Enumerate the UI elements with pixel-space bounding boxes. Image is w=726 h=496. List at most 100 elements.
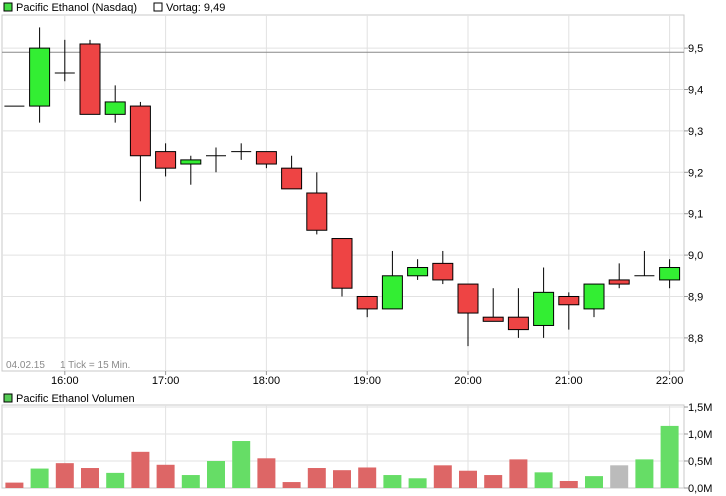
prev-close-legend-label: Vortag: 9,49 (166, 2, 225, 14)
candle-body (180, 159, 202, 165)
volume-bar (181, 475, 200, 488)
time-tick-label: 17:00 (152, 375, 180, 387)
candle (231, 143, 252, 160)
volume-bar (282, 482, 301, 488)
candle (281, 155, 303, 190)
volume-bar (358, 467, 377, 488)
candle-body (306, 192, 328, 231)
candles (4, 27, 681, 347)
price-tick-label: 9,4 (688, 85, 703, 97)
time-x-axis: 16:00 17:00 18:00 19:00 20:00 21:00 22:00 (51, 371, 683, 387)
candle (129, 101, 151, 202)
candle-body (432, 262, 454, 281)
volume-bar (484, 475, 503, 488)
candle-body (608, 279, 630, 285)
candle (29, 27, 51, 123)
volume-bar (81, 468, 99, 488)
price-grid (2, 15, 684, 371)
price-tick-label: 9,5 (688, 43, 703, 55)
volume-bar (534, 472, 553, 488)
volume-bar (559, 480, 578, 488)
candle (331, 238, 353, 297)
candle (356, 295, 378, 318)
candle (659, 259, 681, 289)
volume-bar (257, 458, 276, 488)
price-legend: Pacific Ethanol (Nasdaq) Vortag: 9,49 (3, 2, 225, 14)
candle-body (129, 105, 151, 157)
volume-bar (131, 451, 150, 488)
candle (381, 250, 403, 310)
candle-body (407, 267, 429, 277)
candle-body (558, 295, 580, 306)
candle (457, 283, 479, 347)
volume-bars (5, 425, 679, 488)
candle (180, 155, 202, 185)
candle (206, 147, 226, 173)
candle (507, 288, 529, 338)
candle-body (659, 267, 681, 281)
price-tick-label: 9,0 (688, 250, 703, 262)
volume-bar (106, 472, 125, 488)
price-tick-label: 8,8 (688, 333, 703, 345)
candle (79, 39, 101, 115)
candle-body (155, 151, 177, 169)
candle-body (583, 283, 605, 310)
volume-bar (55, 463, 74, 488)
candle (558, 292, 580, 330)
candle (155, 143, 177, 177)
volume-tick-label: 1,0M (688, 429, 712, 441)
candle-body (457, 283, 479, 314)
time-tick-label: 22:00 (656, 375, 684, 387)
volume-legend-swatch (3, 393, 13, 403)
volume-y-axis: 1,5M 1,0M 0,5M 0,0M (684, 402, 712, 495)
time-tick-label: 21:00 (555, 375, 583, 387)
volume-legend-label: Pacific Ethanol Volumen (16, 393, 135, 405)
volume-bar (459, 470, 477, 488)
volume-bar (433, 465, 452, 488)
volume-bar (30, 468, 49, 488)
candle-body (255, 151, 277, 165)
price-tick-label: 8,9 (688, 291, 703, 303)
time-tick-label: 20:00 (454, 375, 482, 387)
candle (104, 85, 126, 123)
candle (306, 172, 328, 235)
candle-body (381, 275, 403, 310)
volume-bar (635, 459, 654, 488)
volume-bar (333, 470, 351, 488)
candle-body (356, 295, 378, 310)
price-y-axis: 9,5 9,4 9,3 9,2 9,1 9,0 8,9 8,8 (684, 43, 703, 345)
volume-bar (660, 425, 679, 488)
candle-body (507, 316, 529, 331)
volume-bar (156, 464, 175, 488)
volume-tick-label: 0,0M (688, 483, 712, 495)
candle (482, 288, 504, 322)
candle-body (104, 101, 126, 115)
tick-info: 1 Tick = 15 Min. (60, 360, 130, 371)
volume-bar (307, 468, 326, 488)
candle (432, 250, 454, 285)
price-plot-frame (1, 14, 685, 372)
candle-body (482, 316, 504, 322)
volume-legend: Pacific Ethanol Volumen (3, 393, 135, 405)
volume-bar (383, 475, 402, 488)
candle (54, 39, 75, 82)
time-tick-label: 16:00 (51, 375, 79, 387)
volume-bar (207, 461, 225, 488)
prev-close-legend-swatch (153, 2, 163, 12)
candle-body (281, 167, 303, 190)
time-tick-label: 19:00 (353, 375, 381, 387)
candle-body (29, 47, 51, 107)
volume-bar (232, 441, 251, 488)
candle-body (79, 43, 101, 115)
volume-bar (5, 482, 24, 488)
candle-body (533, 291, 555, 326)
series-legend-swatch (3, 2, 13, 12)
volume-bar (509, 459, 528, 488)
volume-bar (610, 465, 629, 488)
price-tick-label: 9,1 (688, 209, 703, 221)
volume-bar (408, 478, 427, 488)
candle (608, 263, 630, 289)
chart-date: 04.02.15 (6, 360, 45, 371)
candle (583, 283, 605, 318)
